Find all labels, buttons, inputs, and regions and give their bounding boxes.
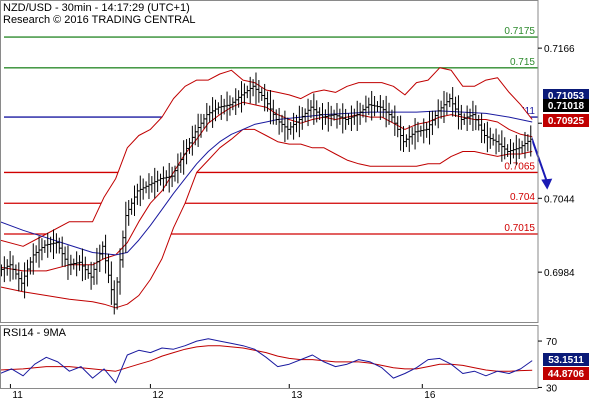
chart-title: NZD/USD - 30min - 14:17:29 (UTC+1) [3, 2, 190, 14]
bollinger-upper-line [0, 67, 533, 247]
level-label: 0.704 [510, 192, 535, 203]
price-badge-label: 0.71053 [548, 91, 585, 102]
price-badge-label: 0.70925 [548, 116, 585, 127]
rsi-panel-title: RSI14 - 9MA [3, 327, 67, 339]
level-label: 0.715 [510, 57, 535, 68]
rsi-badge-label: 53.1511 [548, 355, 584, 366]
x-tick-label: 11 [12, 390, 23, 400]
bollinger-band-fill [0, 67, 533, 308]
price-badge-red [543, 114, 589, 127]
rsi-badge-red [543, 367, 589, 380]
bollinger-middle-line [0, 101, 533, 272]
candle-layer [0, 72, 533, 315]
level-label: 0.7175 [504, 26, 535, 37]
y-tick-label: 0.7166 [544, 44, 575, 55]
forecast-arrow-head [541, 178, 553, 190]
price-badge-label: 0.71018 [548, 101, 585, 112]
y-tick-label: 0.7044 [544, 194, 575, 205]
level-label: 0.7015 [504, 223, 535, 234]
chart-subtitle: Research © 2016 TRADING CENTRAL [3, 14, 196, 26]
y-tick-label: 0.6984 [544, 268, 575, 279]
rsi-y-tick-label: 70 [546, 337, 558, 348]
rsi-badge-blue [543, 353, 589, 366]
rsi-badge-label: 44.8706 [548, 369, 585, 380]
rsi-panel-frame [0, 325, 539, 389]
rsi-layer [0, 338, 533, 384]
price-badge-blue [543, 89, 589, 102]
indicator-layer [0, 67, 533, 309]
level-label: 0.7065 [504, 161, 535, 172]
moving-average-line [0, 110, 533, 256]
rsi-ma-line [0, 345, 533, 372]
main-panel-frame [0, 0, 539, 323]
x-tick-label: 16 [424, 390, 436, 400]
x-tick-label: 13 [291, 390, 303, 400]
frame-layer [0, 0, 539, 389]
bollinger-lower-line [0, 128, 533, 309]
rsi-line [0, 338, 533, 384]
price-badge-black [543, 99, 589, 112]
rsi-y-tick-label: 30 [546, 383, 558, 394]
x-tick-label: 12 [152, 390, 164, 400]
